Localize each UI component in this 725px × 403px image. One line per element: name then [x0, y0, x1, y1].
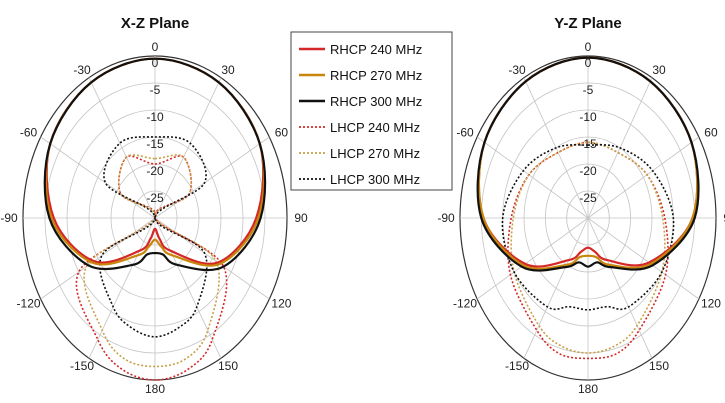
angle-tick-label: -120 — [453, 297, 477, 311]
legend-box — [290, 31, 453, 191]
plot-title-xz: X-Z Plane — [121, 15, 189, 32]
angle-tick-label: -150 — [70, 359, 94, 373]
angle-tick-label: 150 — [218, 359, 238, 373]
angle-tick-label: 60 — [704, 126, 718, 140]
angle-tick-label: 60 — [275, 126, 289, 140]
angle-tick-label: -60 — [456, 126, 474, 140]
series-line — [510, 141, 666, 354]
grid-spoke — [88, 77, 156, 219]
grid-spoke — [476, 136, 589, 219]
angle-tick-label: -30 — [508, 63, 526, 77]
grid-spoke — [154, 77, 222, 219]
grid-spoke — [523, 217, 589, 359]
angle-tick-label: -120 — [17, 297, 41, 311]
legend-label: RHCP 240 MHz — [330, 42, 422, 57]
angle-tick-label: 30 — [221, 63, 235, 77]
grid-spoke — [88, 217, 156, 359]
angle-tick-label: -90 — [437, 211, 455, 225]
angle-tick-label: 90 — [723, 211, 725, 225]
grid-spoke — [154, 217, 222, 359]
grid-spoke — [587, 217, 653, 359]
angle-tick-label: 150 — [649, 359, 669, 373]
angle-tick-label: -60 — [20, 126, 38, 140]
legend-label: LHCP 300 MHz — [330, 172, 420, 187]
legend-label: RHCP 300 MHz — [330, 94, 422, 109]
radial-tick-label: -25 — [146, 191, 164, 205]
series-line — [476, 56, 700, 272]
radial-tick-label: -5 — [583, 83, 594, 97]
radial-tick-label: 0 — [585, 56, 592, 70]
grid-spoke — [587, 136, 700, 219]
radial-tick-label: -25 — [579, 191, 597, 205]
series-line — [43, 57, 267, 272]
angle-tick-label: 0 — [585, 40, 592, 54]
radial-tick-label: -10 — [146, 110, 164, 124]
radial-tick-label: -20 — [579, 164, 597, 178]
angle-tick-label: 180 — [145, 382, 165, 396]
angle-tick-label: -150 — [505, 359, 529, 373]
legend-label: RHCP 270 MHz — [330, 68, 422, 83]
angle-tick-label: 0 — [152, 40, 159, 54]
grid-spoke — [40, 136, 156, 219]
radial-tick-label: -5 — [150, 83, 161, 97]
legend-label: LHCP 240 MHz — [330, 120, 420, 135]
polar-plot-xz: X-Z Plane 0306090120150180-150-120-90-60… — [0, 15, 308, 396]
radial-tick-label: -15 — [579, 137, 597, 151]
grid-spoke — [476, 217, 589, 300]
angle-tick-label: 120 — [271, 297, 291, 311]
radial-tick-label: -15 — [146, 137, 164, 151]
polar-plot-yz: Y-Z Plane 0306090120150180-150-120-90-60… — [437, 15, 725, 396]
radial-tick-label: -20 — [146, 164, 164, 178]
series-line — [99, 136, 208, 338]
radial-tick-label: 0 — [152, 56, 159, 70]
grid-spoke — [587, 217, 700, 300]
radial-tick-label: -10 — [579, 110, 597, 124]
angle-tick-label: 90 — [294, 211, 308, 225]
legend-label: LHCP 270 MHz — [330, 146, 420, 161]
angle-tick-label: 120 — [701, 297, 721, 311]
angle-tick-label: 180 — [578, 382, 598, 396]
angle-tick-label: -90 — [0, 211, 18, 225]
angle-tick-label: -30 — [73, 63, 91, 77]
grid-spoke — [154, 136, 270, 219]
angle-tick-label: 30 — [652, 63, 666, 77]
plot-title-yz: Y-Z Plane — [554, 15, 622, 32]
legend: RHCP 240 MHz RHCP 270 MHz RHCP 300 MHz LHCP… — [290, 31, 453, 191]
